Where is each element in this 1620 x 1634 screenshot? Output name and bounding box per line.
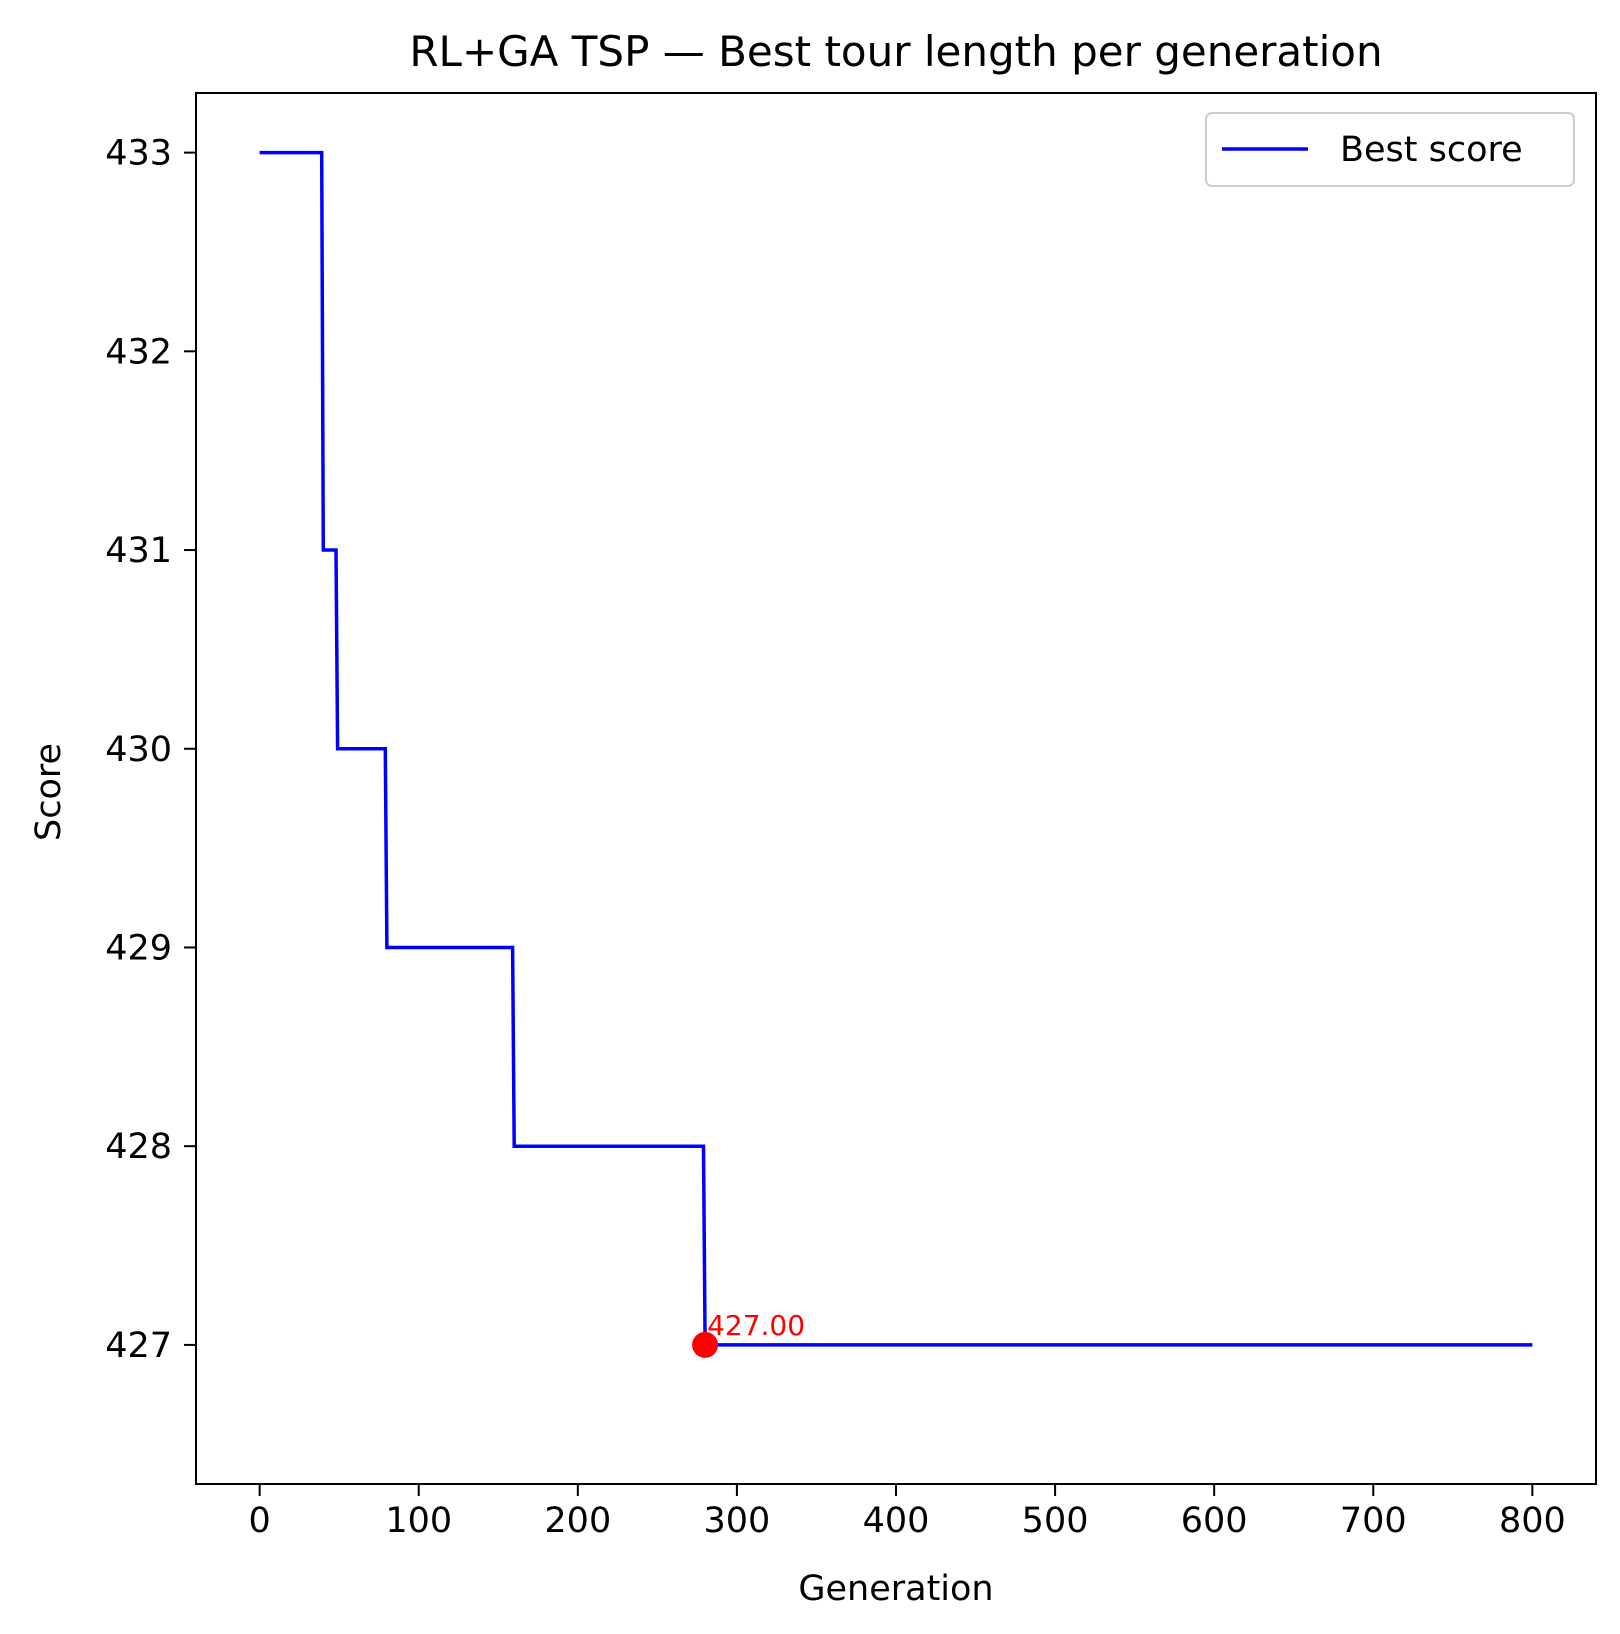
chart-title: RL+GA TSP — Best tour length per generat…: [409, 27, 1382, 76]
y-tick-label: 429: [105, 928, 172, 968]
highlight-layer: 427.00: [692, 1309, 805, 1358]
x-tick-label: 800: [1499, 1501, 1566, 1541]
y-tick-label: 431: [105, 531, 172, 571]
legend-label: Best score: [1340, 130, 1523, 170]
x-tick-label: 600: [1181, 1501, 1248, 1541]
y-tick-label: 430: [105, 730, 172, 770]
x-axis-title: Generation: [798, 1569, 993, 1609]
x-tick-label: 400: [863, 1501, 930, 1541]
y-axis: 427 428 429 430 431 432 433: [105, 134, 196, 1366]
y-tick-label: 428: [105, 1127, 172, 1167]
x-tick-label: 100: [385, 1501, 452, 1541]
plot-area: 0 100 200 300 400 500 600 700 800 427 428 429 430 43…: [105, 92, 1597, 1541]
series-line-best-score: [259, 150, 1533, 1347]
x-tick-label: 300: [704, 1501, 771, 1541]
legend: Best score: [1205, 112, 1575, 187]
x-tick-label: 700: [1340, 1501, 1407, 1541]
y-tick-label: 433: [105, 134, 172, 174]
best-point-marker: [692, 1331, 719, 1358]
x-tick-label: 500: [1022, 1501, 1089, 1541]
legend-box: [1205, 112, 1575, 187]
series-layer: [259, 150, 1533, 1347]
x-tick-label: 200: [544, 1501, 611, 1541]
x-tick-label: 0: [248, 1501, 270, 1541]
x-axis: 0 100 200 300 400 500 600 700 800: [248, 1484, 1566, 1541]
y-axis-title: Score: [29, 743, 69, 841]
y-tick-label: 432: [105, 332, 172, 372]
y-tick-label: 427: [105, 1326, 172, 1366]
best-point-label: 427.00: [707, 1309, 805, 1342]
